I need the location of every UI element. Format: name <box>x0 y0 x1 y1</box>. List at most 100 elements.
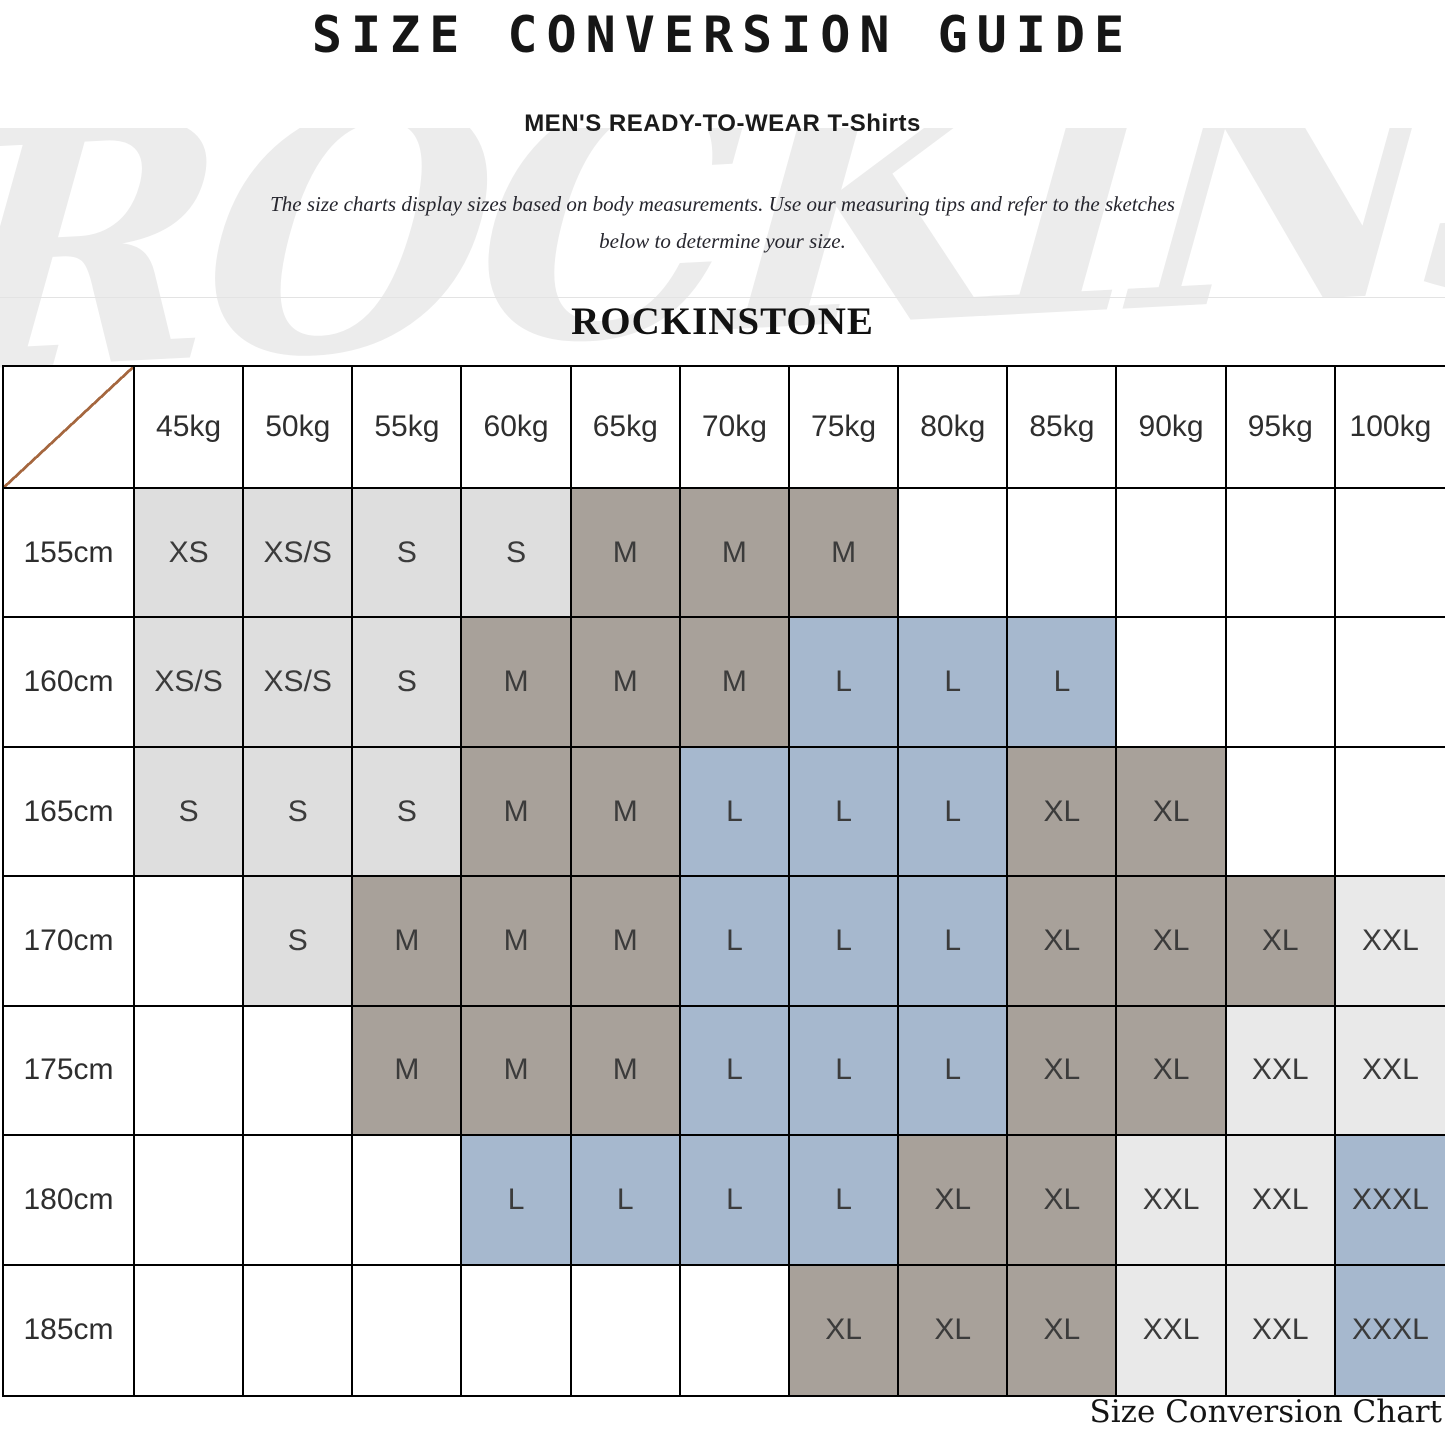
col-header: 65kg <box>571 367 681 489</box>
table-cell: L <box>789 747 900 878</box>
table-cell: L <box>1008 618 1118 748</box>
table-cell: S <box>244 877 354 1007</box>
table-cell: XS <box>135 489 245 619</box>
col-header: 55kg <box>353 367 463 489</box>
table-cell: XXL <box>1117 1136 1227 1266</box>
table-cell: S <box>244 747 354 878</box>
table-cell: XL <box>1117 1006 1227 1137</box>
table-cell: L <box>680 1006 790 1137</box>
table-cell: M <box>680 618 790 748</box>
table-cell <box>135 1006 245 1137</box>
table-cell: M <box>571 747 681 878</box>
col-header: 45kg <box>135 367 245 489</box>
table-cell: XL <box>789 1265 900 1395</box>
table-cell: M <box>462 1006 572 1137</box>
table-cell: L <box>899 1006 1009 1137</box>
table-cell <box>1226 747 1336 878</box>
row-header: 170cm <box>4 877 135 1007</box>
divider-line <box>0 297 1445 298</box>
table-cell: M <box>462 747 572 878</box>
table-cell: XXXL <box>1335 1136 1445 1266</box>
table-cell: XL <box>899 1136 1009 1266</box>
table-cell <box>1226 489 1336 619</box>
row-header: 180cm <box>4 1136 135 1266</box>
table-cell: L <box>680 747 790 878</box>
table-cell <box>1335 747 1445 878</box>
table-cell <box>244 1265 354 1395</box>
table-cell <box>1117 618 1227 748</box>
table-cell: M <box>680 489 790 619</box>
table-cell: M <box>571 489 681 619</box>
col-header: 50kg <box>244 367 354 489</box>
table-cell <box>1117 489 1227 619</box>
table-cell: S <box>353 489 463 619</box>
table-cell: S <box>353 618 463 748</box>
row-header: 175cm <box>4 1006 135 1137</box>
table-cell: XXL <box>1117 1265 1227 1395</box>
table-cell: XL <box>1008 1136 1118 1266</box>
table-cell: M <box>353 877 463 1007</box>
table-cell: M <box>789 489 900 619</box>
table-cell: M <box>571 877 681 1007</box>
table-cell: XXL <box>1335 1006 1445 1137</box>
table-cell <box>353 1265 463 1395</box>
page-title: SIZE CONVERSION GUIDE <box>311 6 1134 64</box>
table-cell <box>1335 618 1445 748</box>
brand-name: ROCKINSTONE <box>571 300 874 343</box>
table-cell: L <box>899 747 1009 878</box>
description-line-2: below to determine your size. <box>599 229 846 253</box>
table-cell: M <box>571 618 681 748</box>
table-cell <box>135 877 245 1007</box>
table-cell <box>244 1136 354 1266</box>
table-cell: XS/S <box>244 489 354 619</box>
table-cell <box>135 1265 245 1395</box>
table-cell <box>899 489 1009 619</box>
page-subtitle: MEN'S READY-TO-WEAR T-Shirts <box>524 110 921 137</box>
col-header: 90kg <box>1117 367 1227 489</box>
table-cell: XXL <box>1335 877 1445 1007</box>
table-cell: XS/S <box>135 618 245 748</box>
table-cell <box>353 1136 463 1266</box>
table-cell: M <box>462 877 572 1007</box>
table-cell: XL <box>1226 877 1336 1007</box>
col-header: 100kg <box>1335 367 1445 489</box>
table-cell: L <box>899 877 1009 1007</box>
table-cell: L <box>680 877 790 1007</box>
table-cell: S <box>135 747 245 878</box>
col-header: 80kg <box>899 367 1009 489</box>
table-cell <box>1226 618 1336 748</box>
table-cell: L <box>899 618 1009 748</box>
table-cell: XL <box>1008 877 1118 1007</box>
table-cell: S <box>353 747 463 878</box>
table-cell <box>571 1265 681 1395</box>
table-cell: M <box>353 1006 463 1137</box>
table-cell: L <box>789 618 900 748</box>
table-cell <box>1335 489 1445 619</box>
table-cell: L <box>789 1006 900 1137</box>
table-cell <box>680 1265 790 1395</box>
table-cell <box>135 1136 245 1266</box>
table-cell <box>1008 489 1118 619</box>
col-header: 60kg <box>462 367 572 489</box>
col-header: 70kg <box>680 367 790 489</box>
row-header: 155cm <box>4 489 135 619</box>
table-cell: S <box>462 489 572 619</box>
table-cell <box>244 1006 354 1137</box>
table-cell: L <box>571 1136 681 1266</box>
table-cell: XS/S <box>244 618 354 748</box>
table-cell: XXL <box>1226 1006 1336 1137</box>
table-cell: XL <box>1008 747 1118 878</box>
col-header: 95kg <box>1226 367 1336 489</box>
table-cell: XL <box>1117 877 1227 1007</box>
table-cell: L <box>789 877 900 1007</box>
table-cell: L <box>680 1136 790 1266</box>
table-cell: XL <box>1008 1006 1118 1137</box>
table-cell: M <box>462 618 572 748</box>
table-cell: L <box>462 1136 572 1266</box>
table-cell: M <box>571 1006 681 1137</box>
table-cell: L <box>789 1136 900 1266</box>
table-cell: XL <box>1117 747 1227 878</box>
row-header: 165cm <box>4 747 135 878</box>
table-cell: XXL <box>1226 1136 1336 1266</box>
